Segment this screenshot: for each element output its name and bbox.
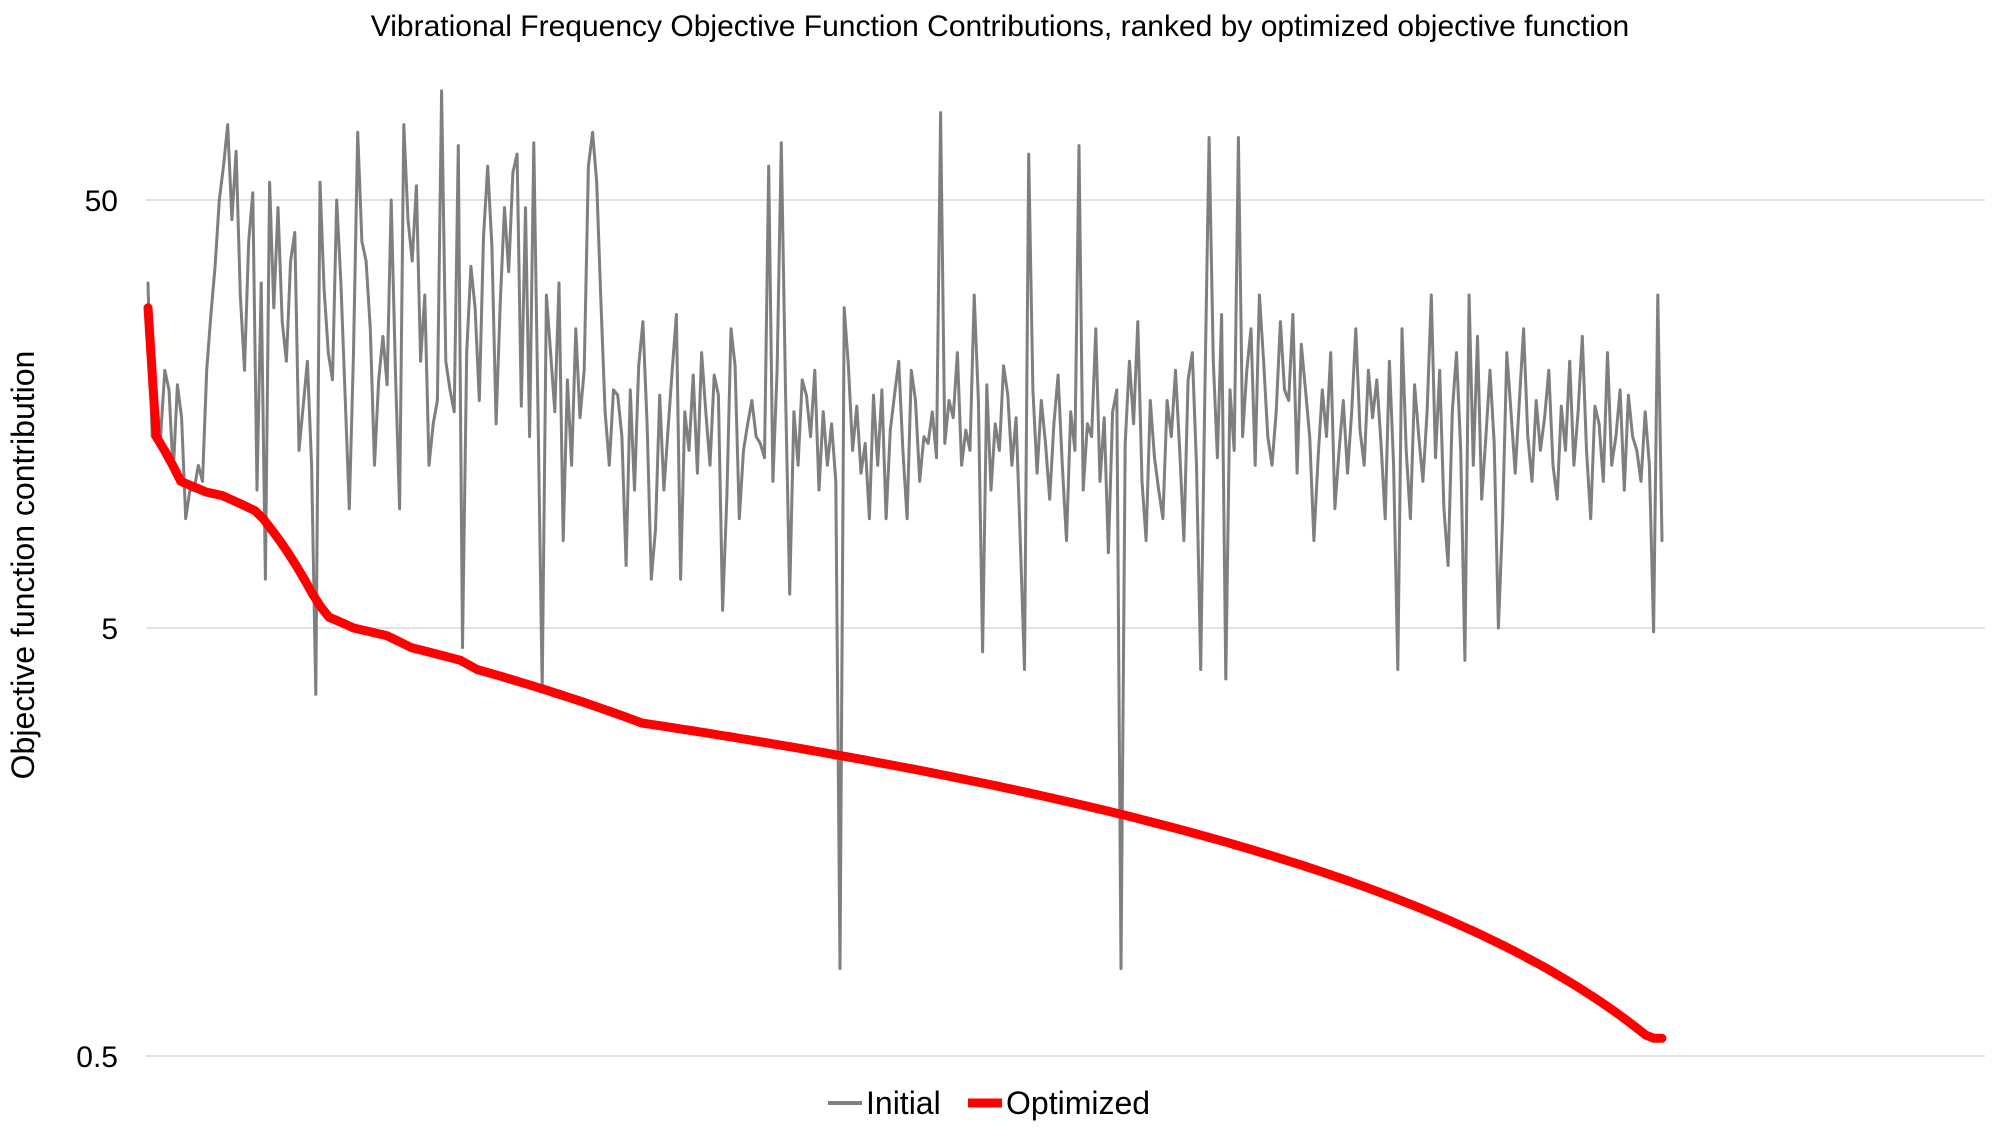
y-axis-label: Objective function contribution bbox=[5, 351, 41, 780]
y-tick-labels: 0.5 5 50 bbox=[76, 185, 118, 1074]
legend-optimized-label: Optimized bbox=[1006, 1085, 1150, 1121]
series-lines bbox=[143, 89, 1667, 1043]
series-line-optimized bbox=[143, 303, 1667, 1043]
y-tick-label: 5 bbox=[101, 613, 118, 646]
legend-initial-label: Initial bbox=[866, 1085, 941, 1121]
series-line-initial bbox=[146, 89, 1664, 971]
y-tick-label: 0.5 bbox=[76, 1041, 118, 1074]
chart-title: Vibrational Frequency Objective Function… bbox=[371, 10, 1629, 43]
y-tick-label: 50 bbox=[85, 185, 118, 218]
legend: Initial Optimized bbox=[828, 1085, 1150, 1121]
gridlines bbox=[146, 199, 1985, 1057]
